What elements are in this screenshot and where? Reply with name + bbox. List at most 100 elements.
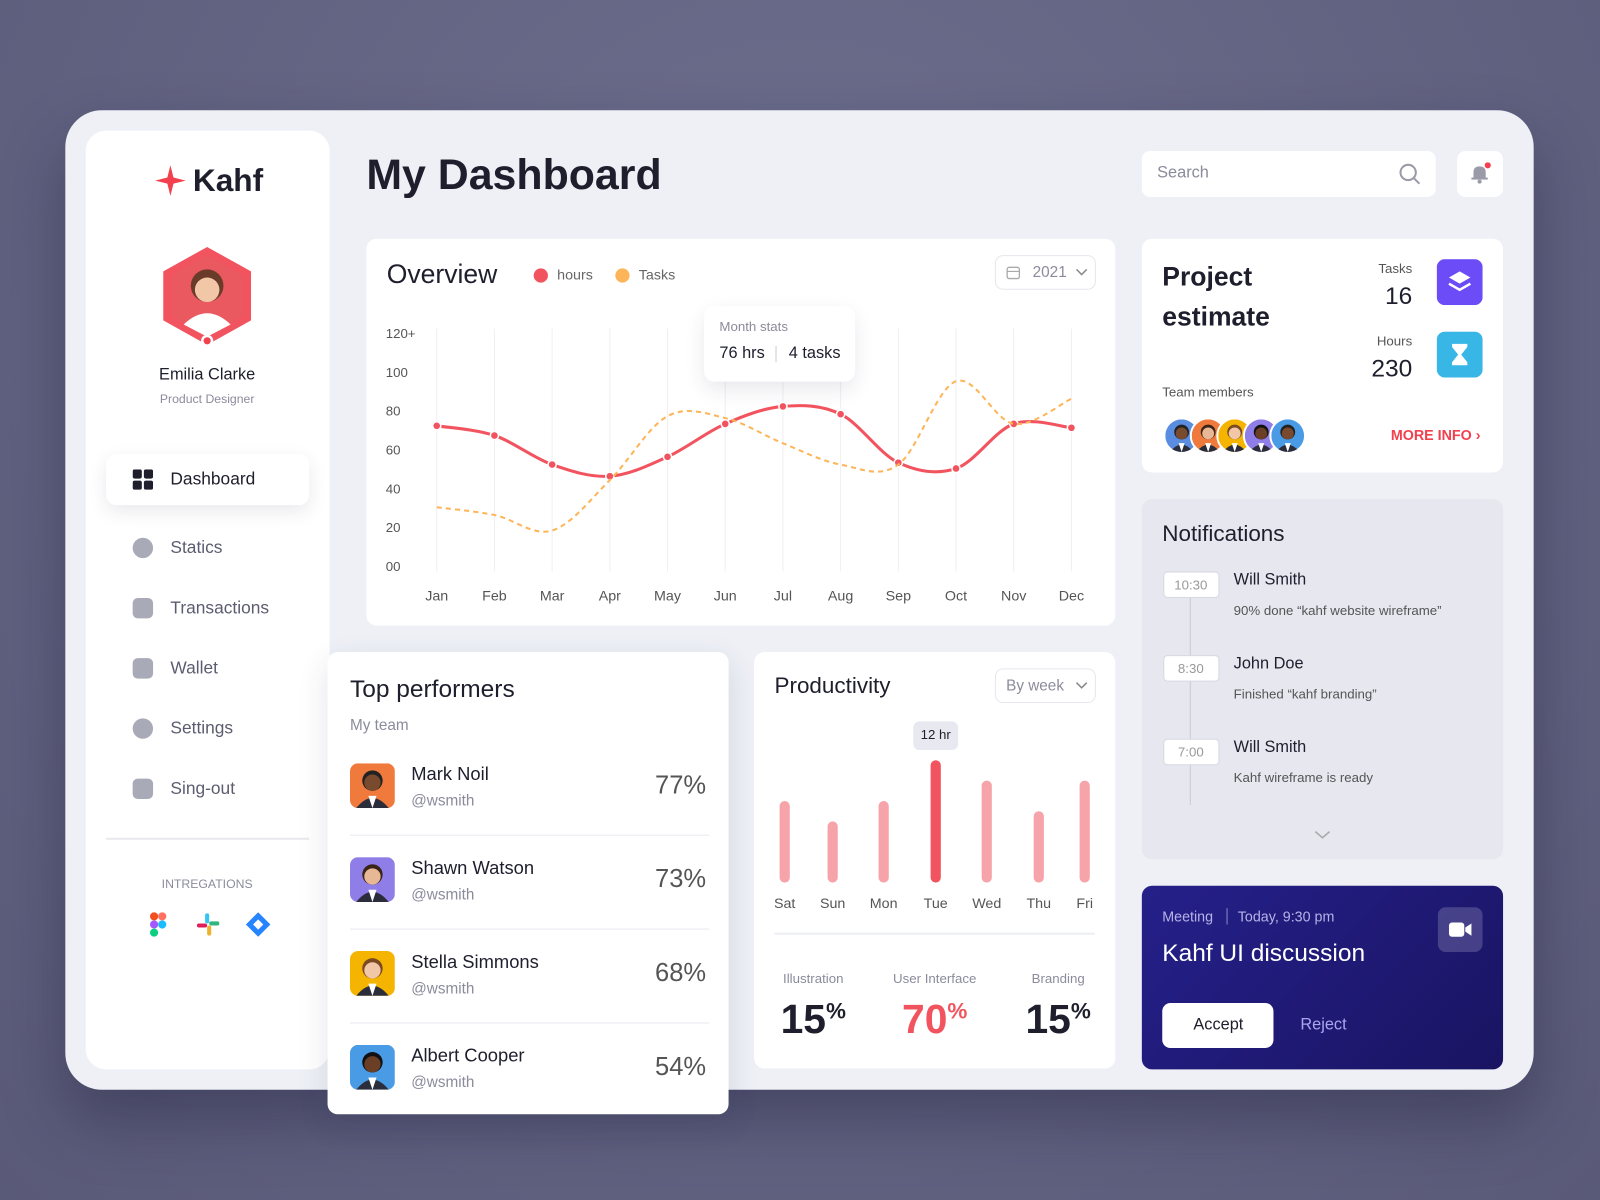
link-text: MORE INFO: [1390, 426, 1472, 443]
notification-name: Will Smith: [1233, 738, 1307, 757]
nav-icon: [132, 778, 154, 799]
time-badge: 7:00: [1163, 738, 1220, 766]
stat-value: 70%: [902, 997, 967, 1043]
avatar-art: [349, 763, 395, 809]
y-tick-label: 80: [386, 404, 401, 419]
brand-name: Kahf: [192, 162, 264, 198]
x-tick-label: May: [654, 589, 682, 605]
nav-label: Sing-out: [170, 778, 236, 798]
x-tick-label: Feb: [482, 589, 507, 605]
tasks-label: Tasks: [1378, 260, 1413, 277]
avatar-art: [349, 951, 395, 996]
search-placeholder: Search: [1157, 164, 1209, 182]
meeting-label: Meeting: [1162, 908, 1214, 925]
divider: [349, 928, 710, 930]
data-point: [893, 457, 904, 468]
card-title: Productivity: [774, 672, 891, 698]
reject-button[interactable]: Reject: [1300, 1016, 1347, 1034]
nav-item-active[interactable]: Dashboard: [106, 454, 310, 506]
legend-marker: [615, 268, 630, 283]
performer-score: 73%: [655, 864, 707, 894]
notification-text: 90% done “kahf website wireframe”: [1233, 602, 1442, 618]
more-info-link[interactable]: MORE INFO ›: [1390, 426, 1481, 443]
performer-avatar: [349, 1044, 395, 1090]
period-select[interactable]: By week: [994, 668, 1096, 704]
performer-avatar: [349, 951, 395, 996]
section-label: INTREGATIONS: [161, 876, 253, 891]
overview-chart: Jan Feb Mar Apr May Jun Jul Aug Sep Oct Nov Dec 00 20…: [386, 267, 1084, 605]
time-text: 10:30: [1174, 577, 1208, 593]
y-tick-label: 40: [386, 481, 401, 496]
stat-unit: %: [825, 998, 846, 1024]
performer-avatar: [349, 857, 395, 903]
nav-item[interactable]: Transactions: [106, 583, 309, 634]
expand-chevron[interactable]: [1314, 831, 1331, 840]
time-badge: 10:30: [1163, 571, 1220, 598]
data-point: [662, 451, 673, 462]
data-point: [835, 409, 846, 420]
data-point: [547, 459, 557, 470]
tooltip-hours: 76 hrs: [719, 344, 765, 363]
divider: [106, 837, 310, 840]
profile-name: Emilia Clarke: [159, 366, 256, 384]
x-tick-label: Fri: [1076, 896, 1093, 912]
data-point: [951, 463, 961, 474]
nav-item[interactable]: Sing-out: [106, 763, 309, 814]
stat-label: Branding: [1031, 970, 1085, 987]
year-select[interactable]: 2021: [994, 255, 1096, 290]
y-tick-label: 60: [386, 443, 401, 458]
bar: [930, 760, 941, 883]
tasks-value: 16: [1384, 282, 1413, 311]
x-tick-label: Wed: [972, 896, 1001, 912]
nav-item[interactable]: Statics: [106, 522, 309, 573]
notifications-card: Notifications 10:30 Will Smith 90% done “k…: [1141, 498, 1504, 860]
performer-score: 68%: [655, 958, 707, 988]
divider: [349, 834, 710, 836]
performer-handle: @wsmith: [411, 980, 475, 998]
avatar-art: [349, 1044, 395, 1090]
x-tick-label: Apr: [599, 589, 621, 605]
nav-item[interactable]: Wallet: [106, 643, 309, 694]
nav-icon: [132, 537, 154, 559]
x-tick-label: Jul: [774, 589, 792, 605]
jira-icon[interactable]: [245, 912, 271, 937]
chevron: [1075, 682, 1088, 689]
meeting-time: Today, 9:30 pm: [1237, 908, 1335, 925]
data-point: [1066, 422, 1077, 433]
nav-label: Transactions: [170, 597, 270, 618]
x-tick-label: Thu: [1026, 896, 1051, 912]
x-tick-label: Sat: [774, 896, 795, 912]
nav-label: Dashboard: [170, 469, 256, 489]
x-tick-label: Dec: [1059, 589, 1084, 605]
stat-unit: %: [1070, 998, 1091, 1024]
notification-name: John Doe: [1233, 655, 1304, 673]
bar: [827, 821, 838, 883]
accept-button[interactable]: Accept: [1162, 1003, 1274, 1048]
performer-name: Stella Simmons: [411, 951, 539, 972]
profile-avatar: [163, 246, 252, 347]
nav-item[interactable]: Settings: [106, 703, 309, 754]
hours-label: Hours: [1376, 333, 1413, 349]
legend-label: hours: [557, 267, 593, 283]
time-badge: 8:30: [1163, 655, 1220, 682]
nav-icon: [132, 469, 154, 490]
meeting-card: Meeting Today, 9:30 pm Kahf UI discussio…: [1141, 885, 1504, 1070]
search-box[interactable]: Search: [1141, 151, 1436, 197]
card-title: Notifications: [1162, 520, 1285, 546]
performer-avatar: [349, 763, 395, 809]
notification-text: Kahf wireframe is ready: [1233, 769, 1374, 786]
tooltip-tasks: 4 tasks: [788, 344, 841, 363]
notification-button[interactable]: [1457, 151, 1504, 197]
notification-text: Finished “kahf branding”: [1233, 686, 1377, 702]
slack-icon[interactable]: [196, 913, 220, 936]
separator: [1226, 908, 1228, 925]
team-avatar: [1269, 417, 1307, 455]
data-point: [720, 419, 731, 429]
y-tick-label: 120+: [386, 326, 416, 341]
video-button[interactable]: [1437, 907, 1483, 953]
x-tick-label: Aug: [828, 589, 853, 605]
figma-icon[interactable]: [149, 912, 167, 937]
series-line: [436, 404, 1072, 478]
